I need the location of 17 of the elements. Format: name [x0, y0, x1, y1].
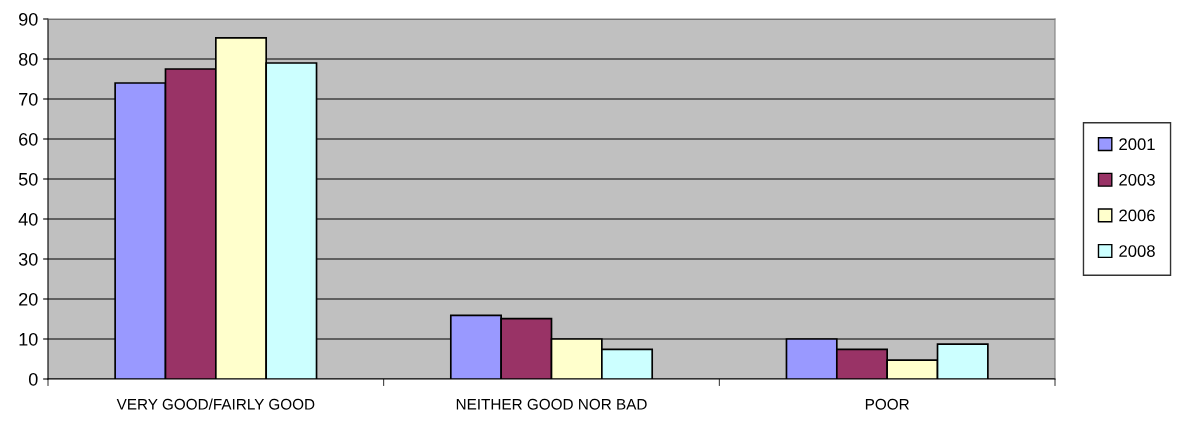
legend-label: 2001	[1119, 138, 1155, 151]
x-tick-label: NEITHER GOOD NOR BAD	[456, 398, 647, 410]
x-tick-label: POOR	[865, 398, 909, 410]
legend-label: 2003	[1119, 173, 1155, 186]
y-tick-label: 20	[19, 292, 38, 306]
legend-label: 2006	[1119, 209, 1155, 222]
y-tick-label: 80	[18, 52, 38, 66]
y-tick-label: 30	[18, 252, 38, 266]
y-tick-label: 70	[19, 92, 38, 106]
y-tick-label: 50	[18, 172, 38, 186]
y-tick-label: 60	[19, 132, 38, 146]
legend-label: 2008	[1119, 245, 1155, 257]
y-tick-label: 40	[18, 212, 38, 226]
y-tick-label: 90	[19, 12, 38, 26]
y-tick-label: 0	[28, 372, 38, 386]
y-tick-label: 10	[19, 332, 38, 346]
x-tick-label: VERY GOOD/FAIRLY GOOD	[116, 398, 315, 410]
